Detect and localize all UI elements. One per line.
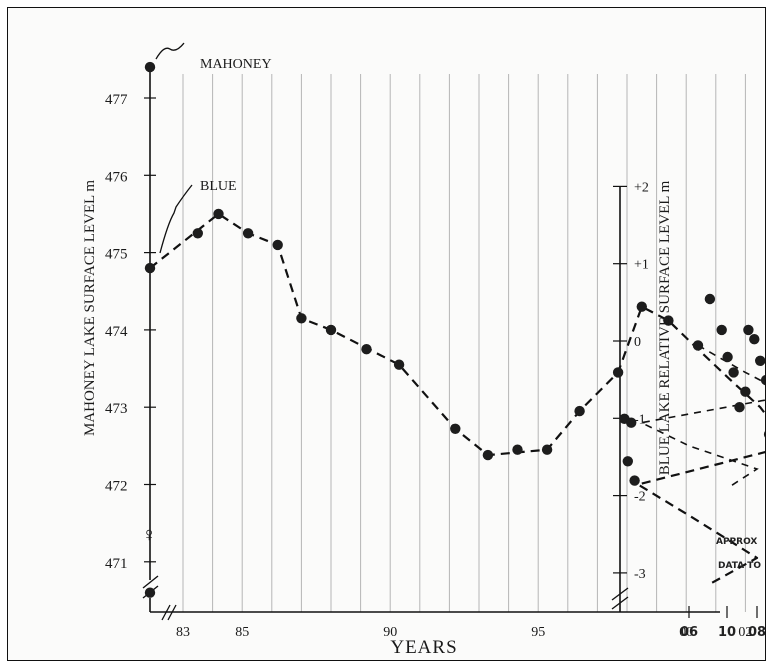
blue-point [512,444,523,455]
axis-break-mark [611,596,629,610]
blue-point [716,324,727,336]
x-tick-label: 90 [383,625,397,640]
blue-point [144,262,156,274]
data-points [144,61,765,598]
x-axis-title: YEARS [390,637,457,658]
blue-point [272,239,283,251]
axis-break-mark [142,575,159,589]
blue-trend-line [149,212,765,586]
axis-break-mark [161,604,171,621]
x-tick-projection-label: 10 [718,625,736,640]
x-tick-label: 95 [531,625,545,640]
blue-point [450,423,461,434]
blue-point [296,313,307,324]
right-tick-label: -3 [634,567,646,582]
mahoney-point [144,587,156,598]
mahoney-label: MAHONEY [200,57,272,72]
approx-note: APPROX [716,537,757,547]
right-tick-label: -1 [634,412,646,427]
mahoney-point [144,61,156,73]
blue-point [740,386,751,397]
lake-level-chart: 4714724734744754764778385909500020406081… [82,42,765,658]
blue-point [734,402,745,413]
blue-leader [159,184,193,254]
left-tick-label: 476 [105,169,128,185]
blue-point [629,475,640,486]
left-tick-label: 475 [105,247,128,263]
x-tick-label: 83 [176,625,190,640]
blue-point [749,334,760,345]
female-symbol: ♀ [142,524,157,546]
left-axis-title: MAHONEY LAKE SURFACE LEVEL m [82,180,98,436]
right-tick-label: -2 [634,490,646,505]
blue-point [361,344,372,355]
vertical-grid [182,74,746,612]
blue-point [612,367,624,378]
blue-point [574,405,585,417]
x-tick-label: 85 [235,625,249,640]
blue-point [728,367,739,378]
x-tick-projection-label: 08 [748,625,765,640]
blue-point [192,228,203,239]
blue-point [755,355,765,366]
axis-break-mark [167,604,177,621]
right-axis-title: BLUE LAKE RELATIVE SURFACE LEVEL m [657,180,673,475]
chart-frame: 4714724734744754764778385909500020406081… [7,7,766,661]
axes: 4714724734744754764778385909500020406081… [105,70,765,658]
x-tick-projection-label: 06 [680,625,698,640]
blue-point [663,315,674,326]
data-note: DATA TO [718,561,761,571]
x-tick-label: 02 [738,625,752,640]
blue-point [626,417,637,428]
blue-point [760,375,765,386]
blue-point [242,228,254,239]
blue-point [541,444,553,455]
blue-point [743,324,754,336]
mahoney-leader [155,42,185,60]
blue-point [722,351,733,363]
blue-point [325,324,337,336]
left-tick-label: 472 [105,479,128,495]
left-tick-label: 473 [105,401,128,417]
left-tick-label: 474 [105,324,128,340]
blue-point [482,449,494,461]
blue-point [636,301,647,312]
left-tick-label: 471 [105,556,128,572]
blue-point [622,456,633,467]
blue-point [213,208,224,220]
right-tick-label: +2 [634,180,649,195]
trend-lines [149,212,765,586]
blue-point [763,431,765,438]
blue-label: BLUE [200,179,237,194]
right-tick-label: 0 [634,335,641,350]
blue-point [393,359,405,370]
labels: MAHONEY LAKE SURFACE LEVEL m BLUE LAKE RE… [82,42,761,571]
blue-point [692,340,704,351]
left-tick-label: 477 [105,92,128,108]
axis-break-mark [611,587,629,601]
blue-trend-upper-line [638,344,765,490]
right-tick-label: +1 [634,258,649,273]
x-tick-label: 00 [679,625,693,640]
blue-point [704,293,716,305]
